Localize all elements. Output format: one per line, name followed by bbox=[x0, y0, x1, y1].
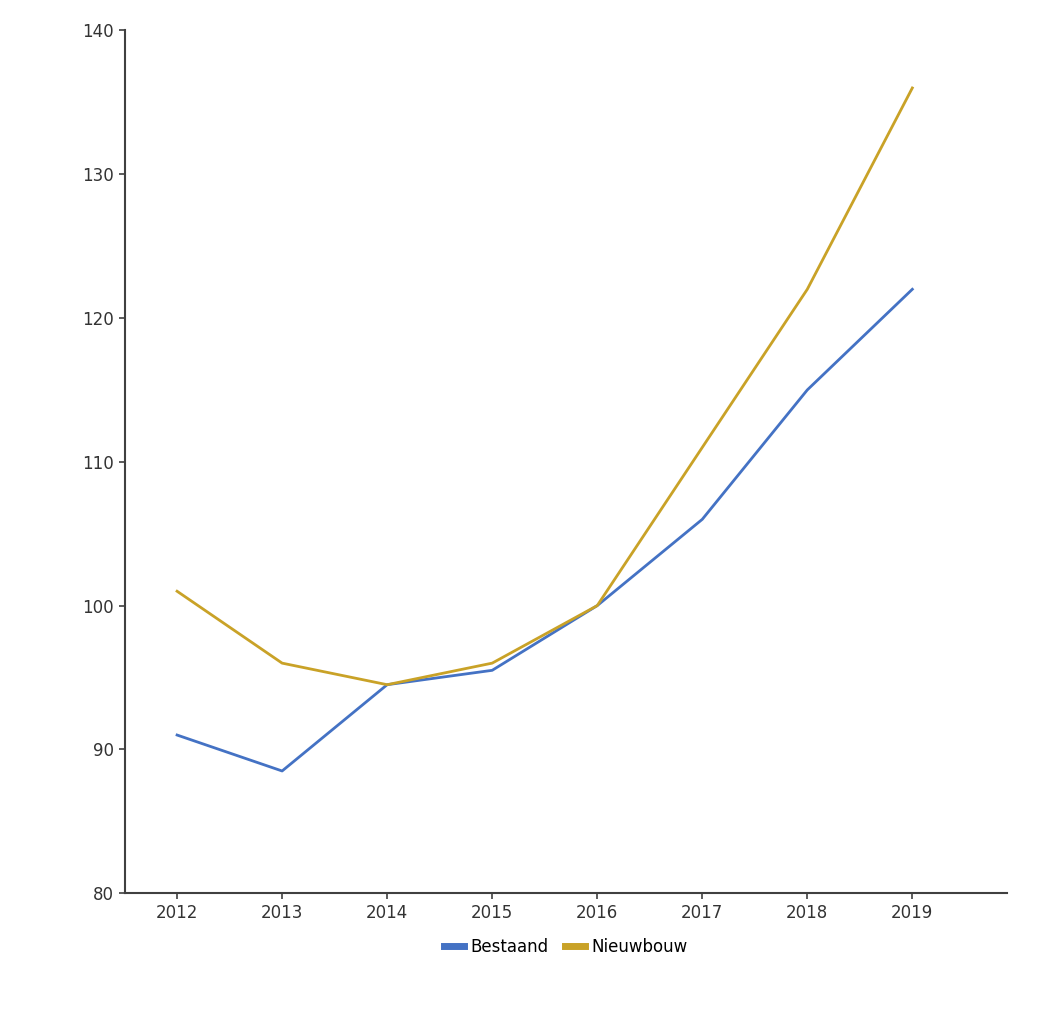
Bestaand bbox=[696, 514, 709, 526]
Nieuwbouw bbox=[486, 657, 498, 669]
Nieuwbouw bbox=[696, 442, 709, 454]
Legend: Bestaand, Nieuwbouw: Bestaand, Nieuwbouw bbox=[437, 931, 694, 962]
Line: Bestaand: Bestaand bbox=[177, 289, 912, 771]
Nieuwbouw bbox=[276, 657, 289, 669]
Bestaand bbox=[381, 679, 393, 691]
Bestaand bbox=[591, 600, 603, 612]
Line: Nieuwbouw: Nieuwbouw bbox=[177, 88, 912, 685]
Bestaand bbox=[276, 765, 289, 777]
Bestaand bbox=[171, 729, 184, 741]
Nieuwbouw bbox=[906, 82, 919, 94]
Bestaand bbox=[801, 384, 814, 396]
Nieuwbouw bbox=[171, 585, 184, 597]
Nieuwbouw bbox=[801, 283, 814, 295]
Bestaand bbox=[906, 283, 919, 295]
Nieuwbouw bbox=[381, 679, 393, 691]
Nieuwbouw bbox=[591, 600, 603, 612]
Bestaand bbox=[486, 664, 498, 676]
